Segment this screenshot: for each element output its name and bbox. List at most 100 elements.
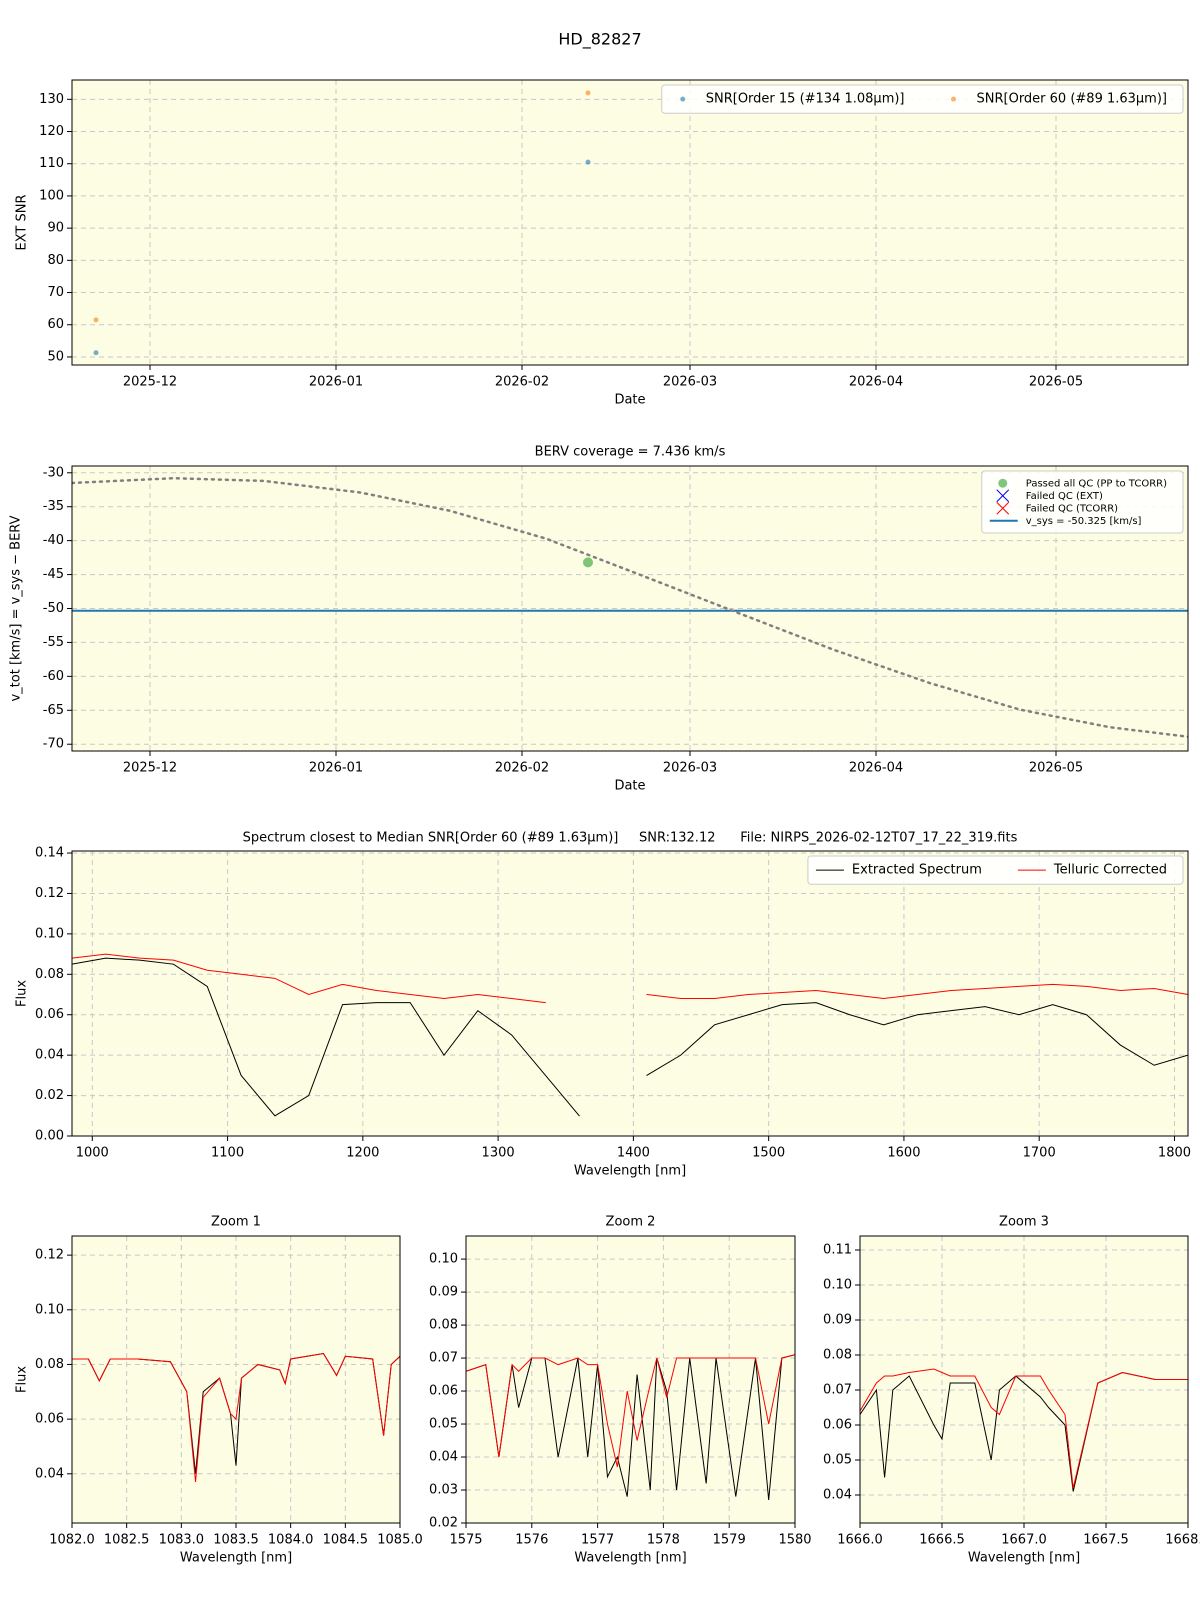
chart-title: Spectrum closest to Median SNR[Order 60 …	[243, 831, 1018, 846]
legend-label: Telluric Corrected	[1053, 863, 1167, 878]
x-tick-label: 1666.0	[837, 1533, 883, 1548]
chart-title: HD_82827	[558, 30, 641, 50]
plot-frame	[859, 1235, 1189, 1524]
y-tick-label: 0.12	[35, 886, 64, 901]
y-tick-label: 0.02	[35, 1088, 64, 1103]
x-tick-label: 1085.0	[377, 1533, 423, 1548]
legend-label: Passed all QC (PP to TCORR)	[1026, 478, 1167, 489]
chart-panel: 2025-12 2026-01 2026-02 2026-03 2026-04 2026-…	[15, 30, 1189, 408]
x-tick-label: 2026-03	[663, 375, 717, 390]
y-tick-label: 0.04	[35, 1048, 64, 1063]
series-line	[72, 476, 1188, 738]
x-tick-label: 1800	[1158, 1146, 1191, 1161]
y-tick-label: 0.04	[35, 1466, 64, 1481]
series-line	[466, 1354, 795, 1468]
x-tick-label: 1400	[617, 1146, 650, 1161]
x-tick-label: 1577	[581, 1533, 614, 1548]
point	[93, 350, 99, 356]
plot-frame	[71, 79, 1189, 366]
series-line	[860, 1368, 1188, 1489]
chart-panel: 2025-12 2026-01 2026-02 2026-03 2026-04 2026-…	[9, 445, 1189, 794]
plot-background	[466, 1236, 795, 1523]
y-tick-label: 0.03	[429, 1483, 458, 1498]
x-tick-label: 1082.5	[104, 1533, 150, 1548]
x-tick-label: 2026-02	[495, 761, 549, 776]
y-tick-label: 0.06	[823, 1418, 852, 1433]
legend-label: SNR[Order 15 (#134 1.08μm)]	[706, 92, 905, 107]
x-tick-label: 2025-12	[123, 375, 177, 390]
legend: Passed all QC (PP to TCORR) Failed QC (EX…	[981, 470, 1184, 534]
y-tick-label: 0.07	[429, 1351, 458, 1366]
legend-marker	[951, 96, 956, 102]
legend-label: Extracted Spectrum	[852, 863, 982, 878]
x-tick-label: 1083.5	[213, 1533, 259, 1548]
y-tick-label: 0.02	[429, 1516, 458, 1531]
x-tick-label: 2026-05	[1029, 375, 1083, 390]
legend: SNR[Order 15 (#134 1.08μm)] SNR[Order 60 …	[661, 84, 1184, 114]
x-tick-label: 1084.0	[268, 1533, 314, 1548]
y-tick-label: 120	[39, 124, 64, 139]
x-tick-label: 2026-01	[309, 761, 363, 776]
legend-box	[807, 855, 1184, 885]
y-tick-label: 0.10	[35, 926, 64, 941]
x-tick-label: 1667.5	[1083, 1533, 1129, 1548]
series-line	[466, 1354, 795, 1500]
y-tick-label: 0.09	[823, 1313, 852, 1328]
y-tick-label: 0.08	[823, 1348, 852, 1363]
y-tick-label: 60	[47, 317, 64, 332]
chart-panel: 1082.0 1082.5 1083.0 1083.5 1084.0 1084.5 1085…	[15, 1215, 423, 1566]
plot-frame	[465, 1235, 796, 1524]
y-tick-label: 0.00	[35, 1129, 64, 1144]
legend-box	[981, 470, 1184, 534]
legend-label: v_sys = -50.325 [km/s]	[1026, 516, 1142, 527]
x-tick-label: 1667.0	[1001, 1533, 1047, 1548]
x-axis-label: Wavelength [nm]	[574, 1164, 686, 1179]
x-tick-label: 1579	[713, 1533, 746, 1548]
y-tick-label: 110	[39, 156, 64, 171]
x-tick-label: 1084.5	[323, 1533, 369, 1548]
y-axis-label: v_tot [km/s] = v_sys − BERV	[9, 515, 24, 701]
legend-marker	[996, 489, 1010, 503]
y-tick-label: -35	[43, 499, 64, 514]
legend-marker	[998, 478, 1008, 488]
y-tick-label: 0.05	[823, 1453, 852, 1468]
chart-title: BERV coverage = 7.436 km/s	[535, 445, 726, 460]
y-tick-label: 0.09	[429, 1285, 458, 1300]
x-axis-label: Wavelength [nm]	[180, 1551, 292, 1566]
x-tick-label: 1500	[752, 1146, 785, 1161]
x-tick-label: 1083.0	[159, 1533, 205, 1548]
chart-title: Zoom 1	[211, 1215, 261, 1230]
x-tick-label: 1578	[647, 1533, 680, 1548]
x-tick-label: 1200	[346, 1146, 379, 1161]
legend-marker	[996, 501, 1010, 515]
y-tick-label: -60	[43, 669, 64, 684]
y-tick-label: 0.06	[429, 1384, 458, 1399]
x-axis-label: Wavelength [nm]	[968, 1551, 1080, 1566]
legend-marker	[680, 96, 686, 102]
y-tick-label: 0.08	[35, 1357, 64, 1372]
y-tick-label: 0.10	[823, 1278, 852, 1293]
legend-label: Failed QC (EXT)	[1026, 491, 1103, 502]
y-axis-label: EXT SNR	[15, 195, 30, 251]
y-tick-label: 0.10	[429, 1252, 458, 1267]
plot-frame	[71, 850, 1189, 1137]
y-tick-label: -65	[43, 703, 64, 718]
chart-title: Zoom 2	[606, 1215, 656, 1230]
y-tick-label: 0.04	[823, 1488, 852, 1503]
y-tick-label: 0.08	[35, 967, 64, 982]
y-tick-label: 0.06	[35, 1007, 64, 1022]
y-tick-label: 0.11	[823, 1243, 852, 1258]
y-tick-label: 0.04	[429, 1450, 458, 1465]
legend-label: SNR[Order 60 (#89 1.63μm)]	[977, 92, 1168, 107]
x-tick-label: 1100	[211, 1146, 244, 1161]
y-tick-label: 50	[47, 349, 64, 364]
y-tick-label: -40	[43, 533, 64, 548]
x-tick-label: 2026-02	[495, 375, 549, 390]
x-tick-label: 1300	[482, 1146, 515, 1161]
y-tick-label: 0.06	[35, 1412, 64, 1427]
chart-panel: 1575 1576 1577 1578 1579 1580 0.02 0.03 0.04 0.05…	[429, 1215, 812, 1566]
y-tick-label: 0.14	[35, 846, 64, 861]
x-tick-label: 2026-04	[849, 761, 903, 776]
x-tick-label: 1580	[778, 1533, 811, 1548]
